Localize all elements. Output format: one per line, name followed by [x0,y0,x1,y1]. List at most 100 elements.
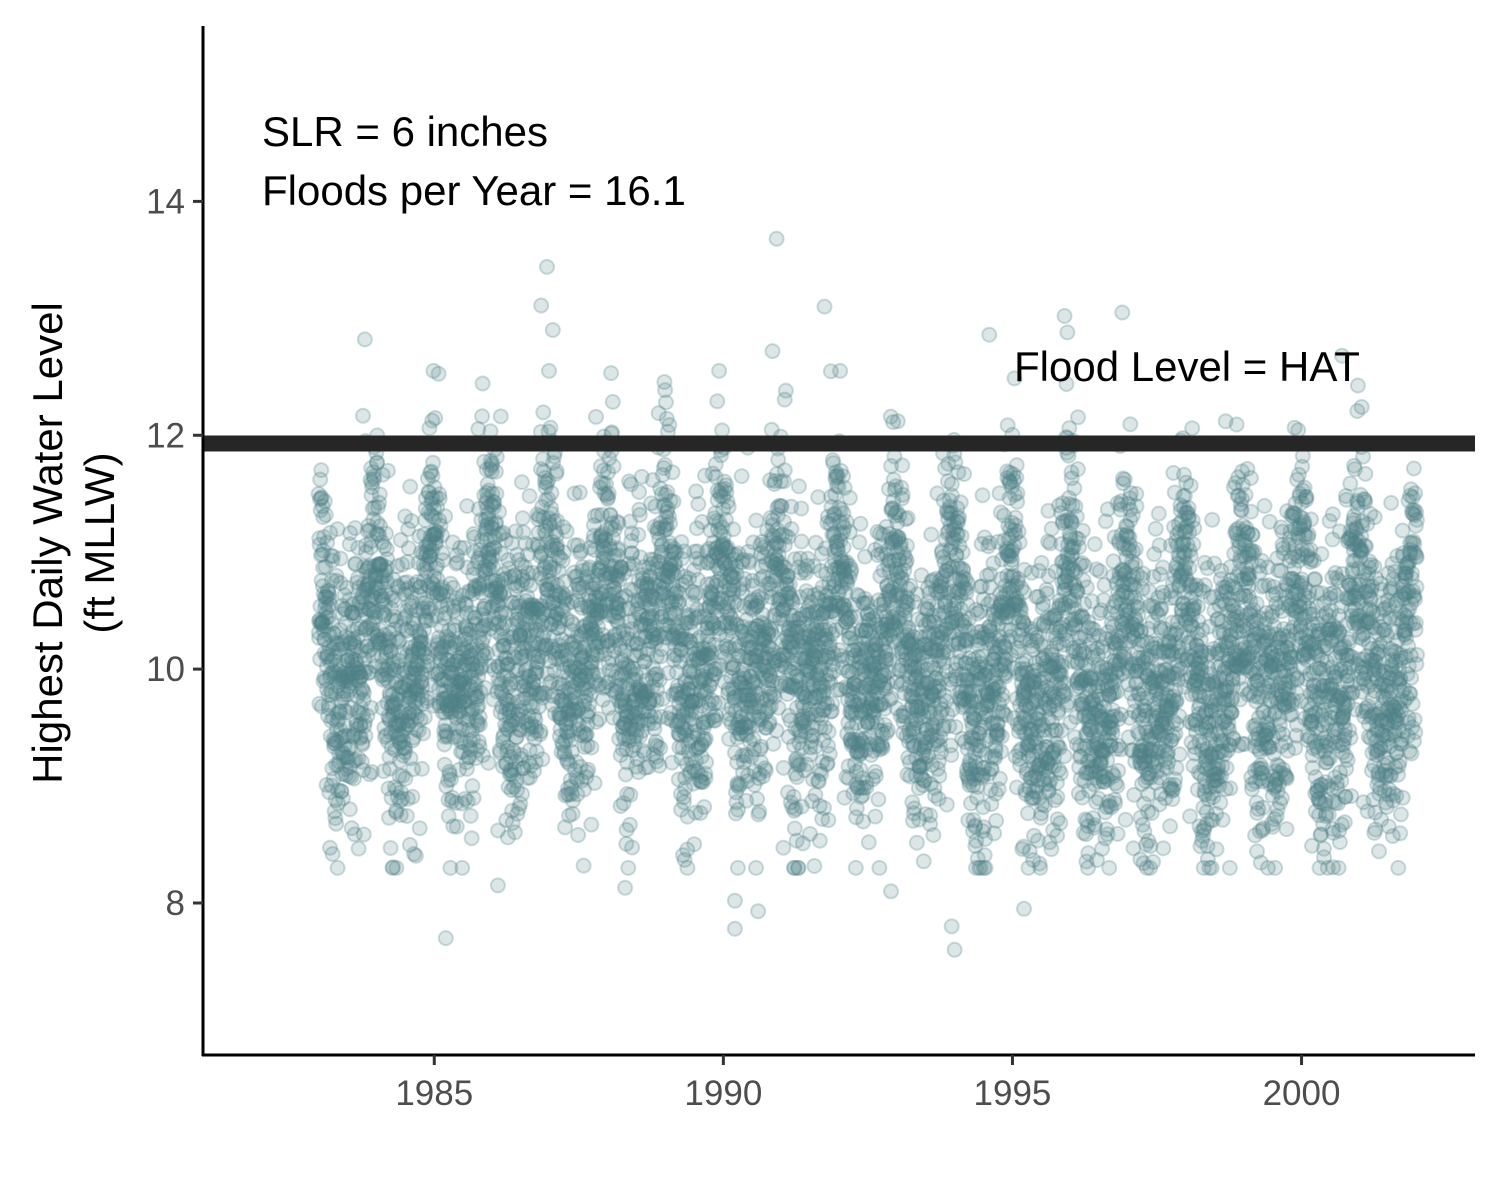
data-point [343,661,360,678]
data-point [339,652,355,669]
data-point [340,727,357,744]
data-point [697,770,714,787]
data-point [832,362,849,379]
data-point [675,794,692,811]
data-point [943,747,960,763]
data-point [491,503,508,520]
data-point [330,636,347,652]
data-point [488,448,505,465]
data-point [1070,409,1086,426]
data-point [337,668,354,685]
data-point [327,664,344,681]
data-point [312,547,329,564]
data-point [558,523,575,540]
data-point [310,624,327,641]
data-point [1078,579,1095,596]
data-point [471,716,488,733]
data-point [662,515,679,532]
data-point [334,766,351,782]
data-point [317,506,334,523]
data-point [318,649,335,666]
data-point [312,471,329,488]
data-point [311,491,328,508]
data-point [328,756,345,773]
data-point [327,792,344,809]
points-layer [310,230,1425,958]
data-point [1069,461,1086,478]
data-point [323,572,340,589]
data-point [323,547,339,564]
data-point [336,587,353,604]
data-point [317,600,333,617]
data-point [810,489,827,506]
data-point [324,652,341,669]
data-point [474,408,491,425]
data-point [1071,539,1087,556]
data-point [793,533,810,550]
data-point [324,552,341,569]
data-point [313,489,330,506]
data-point [575,857,592,874]
data-point [344,605,361,622]
data-point [488,485,505,502]
data-point [1033,554,1050,571]
data-point [325,710,342,727]
data-point [341,666,358,683]
data-point [709,393,726,410]
data-point [336,728,352,745]
data-point [462,807,479,824]
data-point [860,834,877,851]
data-point [631,506,648,523]
data-point [328,567,345,584]
data-point [879,722,896,739]
data-point [315,622,332,639]
data-point [757,762,774,779]
data-point [331,704,348,721]
data-point [337,628,354,645]
data-point [378,525,394,542]
data-point [652,740,669,757]
data-point [790,478,807,495]
data-point [328,721,345,738]
data-point [331,753,348,770]
data-point [620,859,637,876]
data-point [337,601,354,618]
data-point [327,684,344,701]
data-point [339,648,356,665]
data-point [340,767,357,784]
data-point [790,859,807,876]
data-point [328,635,345,652]
data-point [325,625,342,642]
data-point [841,489,858,506]
data-point [1043,841,1060,858]
data-point [355,407,371,424]
data-point [951,509,968,526]
data-point [341,591,358,608]
data-point [314,615,330,632]
data-point [382,840,399,856]
data-point [1056,748,1073,764]
data-point [993,728,1010,745]
data-point [535,404,552,421]
data-point [342,738,359,755]
data-point [413,760,430,777]
data-point [954,544,971,561]
data-point [319,648,336,665]
data-point [851,534,868,551]
data-point [344,670,361,687]
data-point [586,775,603,791]
data-point [332,575,349,591]
data-point [316,631,333,648]
data-point [317,618,334,635]
data-point [339,678,356,695]
data-point [311,613,327,630]
data-point [327,735,344,752]
data-point [543,485,560,501]
data-point [343,604,360,621]
data-point [339,652,356,668]
data-point [371,486,388,503]
data-point [994,686,1011,703]
data-point [332,550,349,567]
data-point [775,839,792,856]
